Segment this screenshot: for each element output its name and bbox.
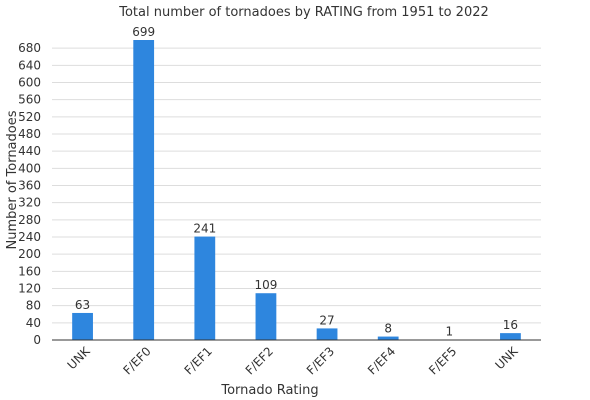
y-axis-title: Number of Tornadoes — [5, 110, 20, 249]
y-tick-label: 240 — [18, 230, 41, 244]
y-tick-label: 600 — [18, 75, 41, 89]
gridlines — [52, 47, 541, 324]
y-tick-label: 680 — [18, 41, 41, 55]
y-tick-label: 640 — [18, 58, 41, 72]
x-tick-label: UNK — [493, 343, 522, 372]
y-tick-label: 480 — [18, 127, 41, 141]
x-tick-label: F/EF5 — [426, 344, 459, 377]
bar-value-label: 16 — [503, 318, 518, 332]
y-tick-label: 40 — [26, 316, 41, 330]
bar-value-label: 1 — [445, 325, 453, 339]
bar-value-label: 109 — [254, 278, 277, 292]
bar[interactable] — [72, 312, 93, 340]
x-tick-label: F/EF3 — [304, 344, 337, 377]
y-tick-label: 320 — [18, 196, 41, 210]
y-tick-label: 80 — [26, 299, 41, 313]
y-tick-label: 0 — [33, 333, 41, 347]
bar-value-label: 63 — [75, 298, 90, 312]
bar[interactable] — [377, 336, 399, 340]
y-tick-label: 440 — [18, 144, 41, 158]
bar[interactable] — [316, 328, 338, 340]
y-tick-label: 200 — [18, 247, 41, 261]
y-tick-label: 400 — [18, 161, 41, 175]
y-tick-label: 360 — [18, 178, 41, 192]
bar[interactable] — [194, 236, 216, 340]
y-tick-label: 520 — [18, 110, 41, 124]
y-tick-label: 160 — [18, 264, 41, 278]
bar[interactable] — [500, 333, 521, 340]
bar[interactable] — [133, 40, 155, 340]
y-tick-label: 560 — [18, 93, 41, 107]
x-axis-title: Tornado Rating — [220, 383, 318, 398]
bar-value-label: 699 — [132, 25, 155, 39]
x-tick-label: F/EF0 — [121, 344, 154, 377]
bar-value-label: 8 — [384, 322, 392, 336]
bar-value-label: 241 — [193, 222, 216, 236]
data-labels: 63 699 241 109 27 8 1 16 — [75, 25, 518, 339]
bar-value-label: 27 — [319, 313, 334, 327]
x-tick-label: F/EF2 — [243, 344, 276, 377]
x-tick-label: F/EF4 — [365, 344, 398, 377]
x-tick-label: F/EF1 — [182, 344, 215, 377]
x-tick-label: UNK — [65, 343, 94, 372]
y-tick-label: 280 — [18, 213, 41, 227]
x-axis-ticks: UNK F/EF0 F/EF1 F/EF2 F/EF3 F/EF4 F/EF5 UNK — [65, 343, 522, 377]
bars — [72, 40, 521, 340]
y-tick-label: 120 — [18, 281, 41, 295]
bar[interactable] — [255, 293, 277, 340]
chart-title: Total number of tornadoes by RATING from… — [118, 5, 489, 20]
y-axis-ticks: 0 40 80 120 160 200 240 280 320 360 400 440 480 520 56… — [18, 41, 41, 347]
